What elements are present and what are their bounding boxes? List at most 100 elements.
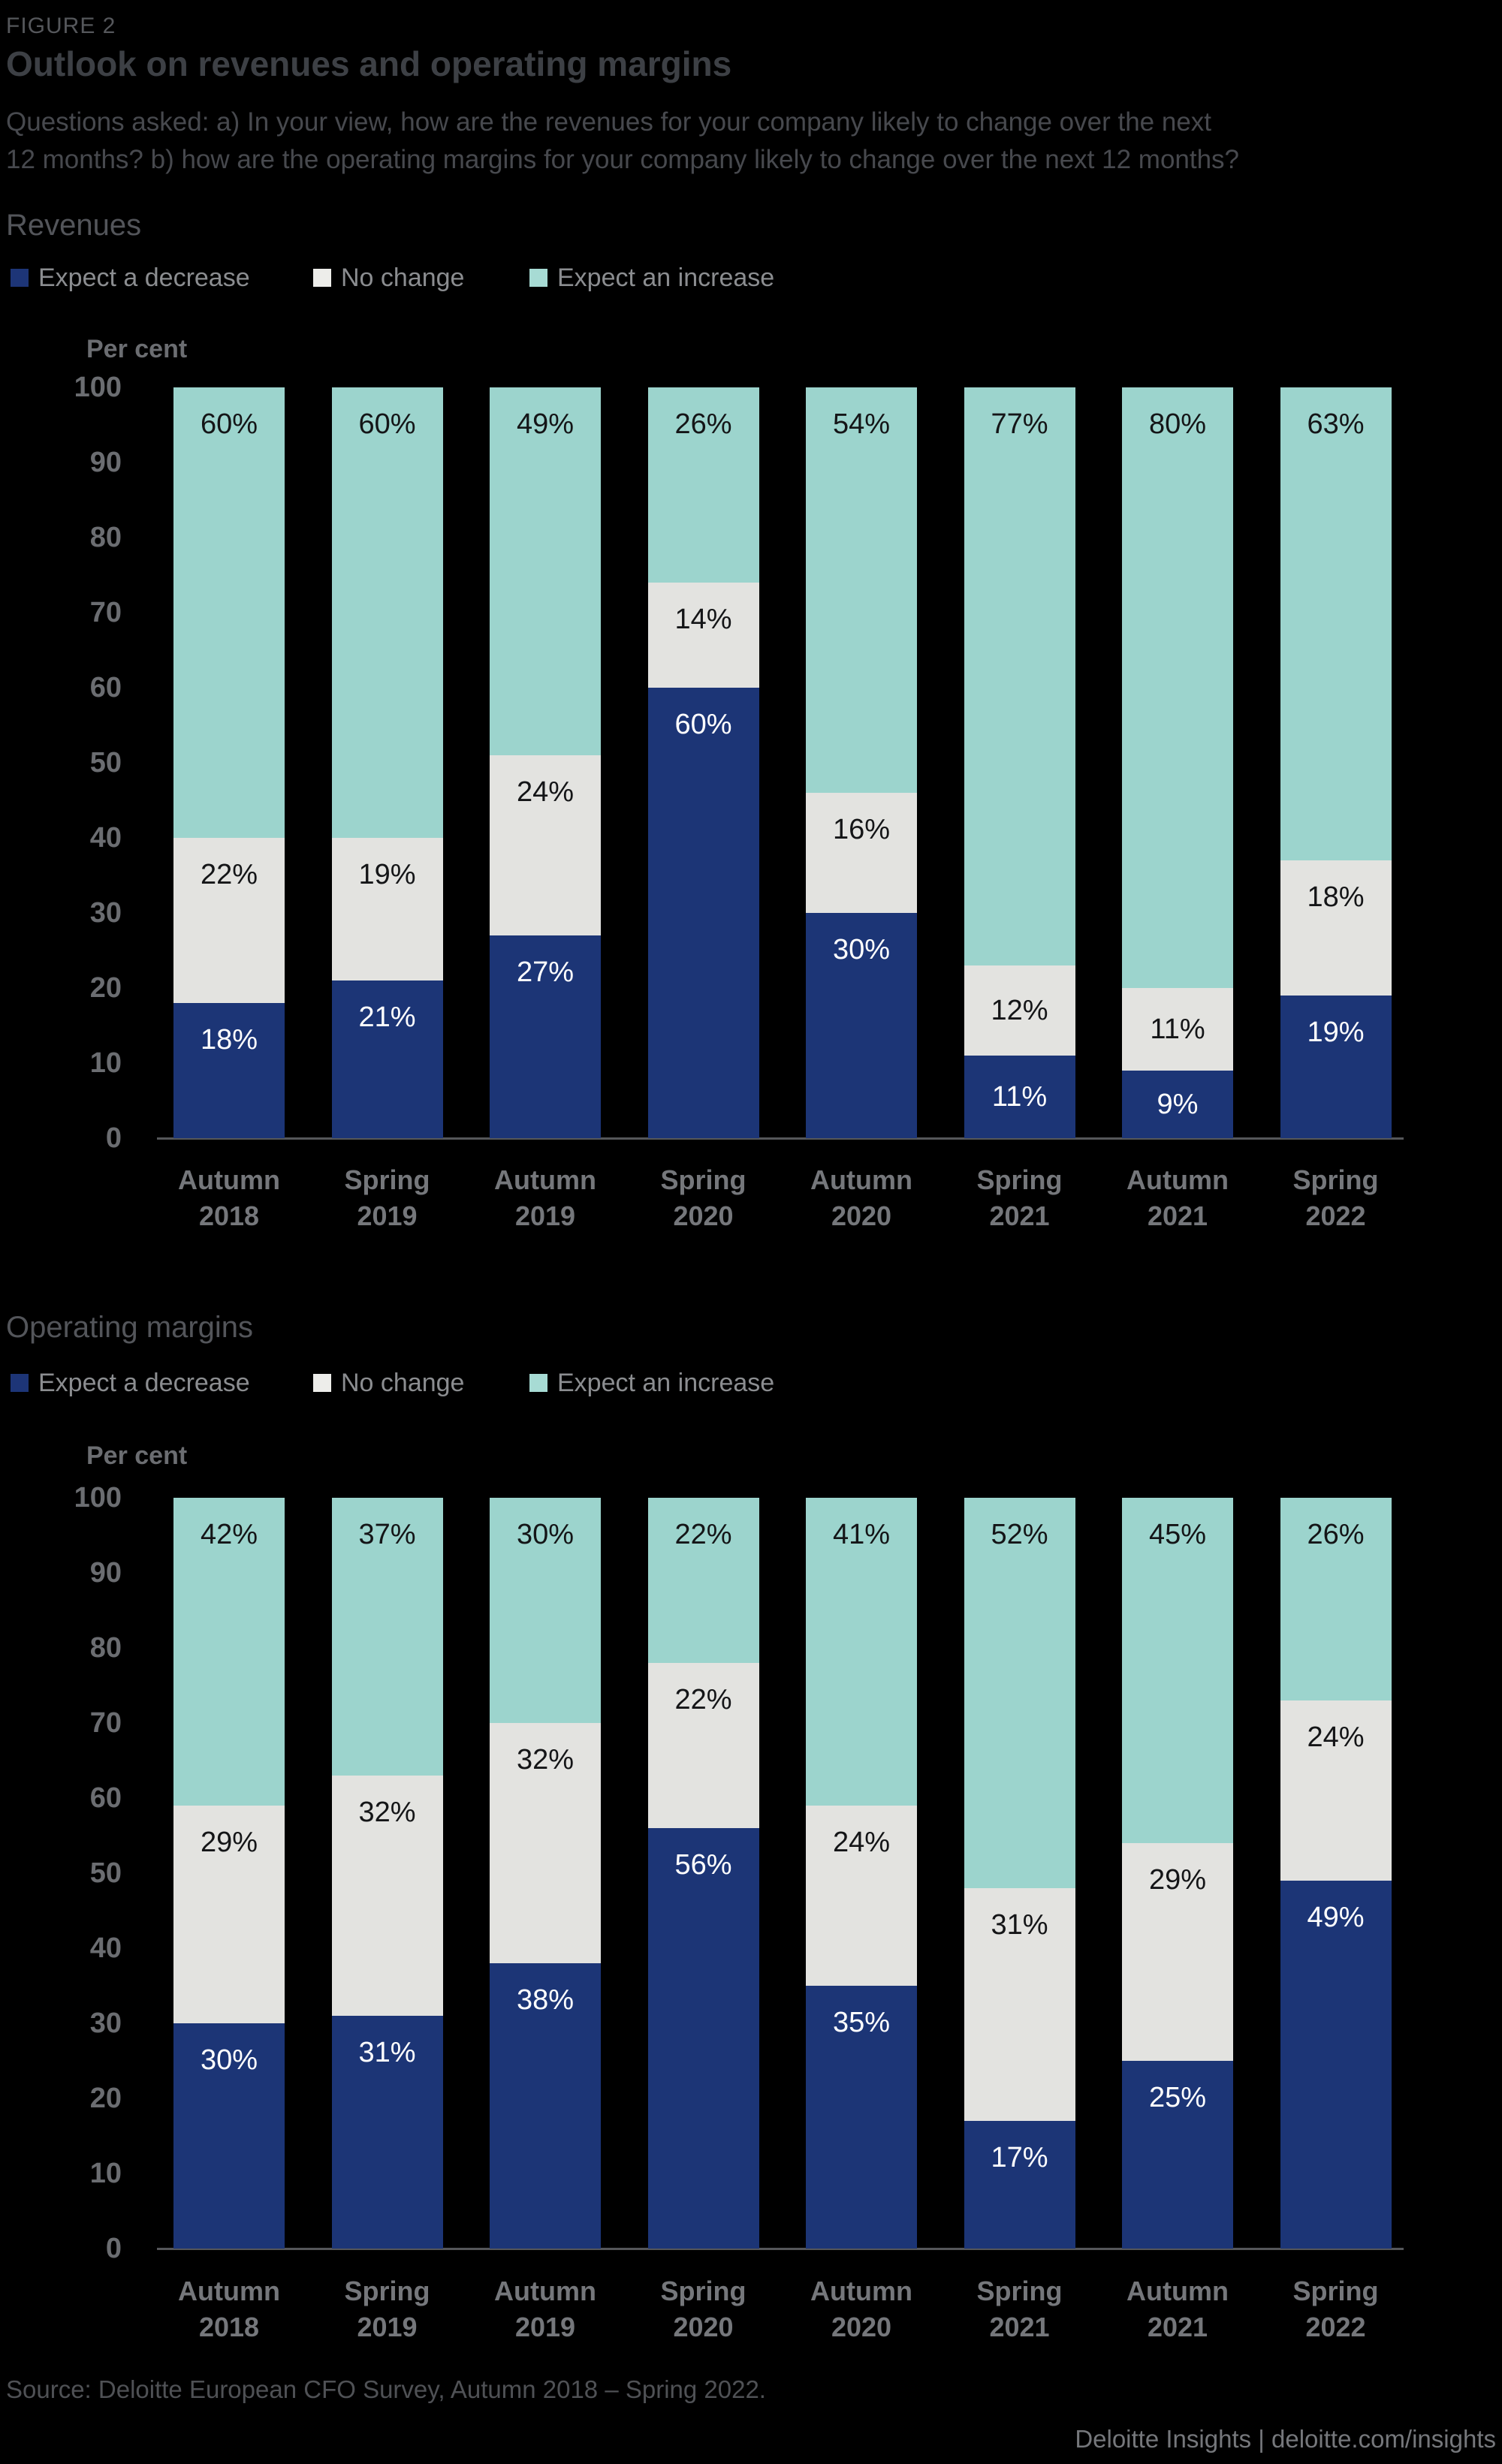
y-axis-label: Per cent: [86, 1441, 188, 1470]
bar-value-label: 26%: [674, 408, 732, 440]
bar-value-label: 22%: [674, 1684, 732, 1715]
x-category-label: Spring 2019: [309, 2273, 466, 2345]
x-category-year: 2019: [357, 2312, 418, 2342]
x-category-year: 2018: [198, 1200, 260, 1231]
bar-value-label: 56%: [674, 1849, 732, 1881]
bar-segment-no-change: [647, 583, 759, 688]
legend-item: Expect an increase: [529, 1368, 774, 1398]
bar-value-label: 29%: [1148, 1864, 1207, 1896]
bar-value-label: 54%: [832, 408, 891, 440]
bar-segment-no-change: [1122, 988, 1233, 1071]
bar-segment-decrease: [964, 2121, 1075, 2249]
legend-item-label: Expect a decrease: [38, 263, 250, 292]
figure-label: FIGURE 2: [6, 14, 116, 38]
bar-value-label: 63%: [1307, 408, 1365, 440]
bar-value-label: 21%: [358, 1002, 416, 1033]
bar-value-label: 52%: [991, 1519, 1048, 1550]
x-category-year: 2021: [989, 2312, 1050, 2342]
y-tick-label: 90: [89, 1557, 122, 1589]
x-category-label: Autumn 2018: [150, 2273, 308, 2345]
y-tick-label: 20: [89, 972, 122, 1004]
bar-segment-no-change: [806, 1806, 917, 1986]
bar-segment-no-change: [331, 838, 443, 980]
legend-swatch: [529, 269, 547, 287]
bar-segment-increase: [964, 1498, 1075, 1888]
y-tick-label: 40: [89, 822, 122, 854]
x-category-label: Spring 2020: [625, 2273, 783, 2345]
x-category-year: 2022: [1305, 1200, 1366, 1231]
bar-value-label: 22%: [200, 859, 258, 890]
bar-segment-no-change: [173, 1806, 285, 2023]
y-tick-label: 10: [89, 2158, 122, 2189]
bar-value-label: 18%: [200, 1024, 258, 1056]
bar-segment-decrease: [173, 1003, 285, 1138]
bar-segment-increase: [331, 1498, 443, 1776]
bar-segment-decrease: [806, 913, 917, 1138]
y-tick-label: 100: [74, 1482, 122, 1514]
bar-segment-increase: [1122, 1498, 1233, 1843]
bar-segment-increase: [490, 387, 601, 755]
x-category-season: Autumn: [1126, 2276, 1229, 2306]
bar-segment-decrease: [490, 1963, 601, 2249]
bar-segment-decrease: [173, 2023, 285, 2249]
x-category-season: Spring: [660, 2276, 746, 2306]
x-category-season: Spring: [1292, 1164, 1379, 1195]
y-tick-label: 90: [89, 447, 122, 478]
legend: Expect a decrease No change Expect an incr…: [0, 1368, 1502, 1398]
bar-value-label: 29%: [200, 1827, 258, 1858]
bar-value-label: 19%: [1307, 1017, 1365, 1048]
x-category-year: 2020: [673, 2312, 734, 2342]
bar-segment-no-change: [964, 1888, 1075, 2121]
legend-swatch: [313, 269, 331, 287]
bar-segment-no-change: [331, 1776, 443, 2016]
x-category-season: Spring: [1292, 2276, 1379, 2306]
bar-value-label: 19%: [358, 859, 416, 890]
bar-segment-decrease: [647, 688, 759, 1138]
legend-item-label: Expect an increase: [557, 263, 775, 292]
x-category-label: Autumn 2019: [466, 1162, 624, 1234]
x-category-season: Autumn: [178, 2276, 280, 2306]
legend-item-label: Expect a decrease: [38, 1368, 250, 1397]
bar-segment-decrease: [1122, 1071, 1233, 1138]
bar-segment-increase: [173, 1498, 285, 1806]
bar-value-label: 9%: [1157, 1089, 1199, 1120]
section-title: Revenues: [6, 209, 142, 242]
bar-segment-no-change: [964, 965, 1075, 1056]
bar-value-label: 30%: [516, 1519, 575, 1550]
bar-segment-increase: [173, 387, 285, 838]
x-category-season: Autumn: [810, 1164, 912, 1195]
x-category-season: Spring: [660, 1164, 746, 1195]
y-tick-label: 0: [105, 2233, 122, 2264]
y-axis-label: Per cent: [86, 335, 188, 363]
bar-segment-no-change: [1280, 1700, 1392, 1881]
x-category-season: Autumn: [494, 2276, 596, 2306]
legend-swatch: [529, 1374, 547, 1392]
bar-value-label: 24%: [1307, 1721, 1365, 1753]
x-category-label: Autumn 2019: [466, 2273, 624, 2345]
bar-value-label: 14%: [674, 604, 732, 635]
y-tick-label: 0: [105, 1122, 122, 1154]
bar-value-label: 60%: [358, 408, 416, 440]
bar-segment-no-change: [490, 1723, 601, 1963]
bar-segment-decrease: [1122, 2061, 1233, 2249]
bar-segment-increase: [806, 1498, 917, 1806]
page-title: Outlook on revenues and operating margin…: [6, 44, 732, 83]
y-tick-label: 100: [74, 372, 122, 403]
bar-segment-decrease: [1280, 1881, 1392, 2249]
bar-segment-no-change: [1280, 860, 1392, 996]
y-tick-label: 40: [89, 1932, 122, 1964]
x-category-year: 2019: [357, 1200, 418, 1231]
bar-value-label: 45%: [1148, 1519, 1207, 1550]
bar-segment-no-change: [806, 793, 917, 913]
x-category-year: 2022: [1305, 2312, 1366, 2342]
subtitle-line-2: 12 months? b) how are the operating marg…: [6, 145, 1240, 174]
bar-value-label: 32%: [516, 1744, 575, 1776]
bar-segment-increase: [331, 387, 443, 838]
x-category-year: 2020: [831, 1200, 892, 1231]
bar-segment-decrease: [647, 1828, 759, 2249]
bar-value-label: 60%: [674, 709, 732, 740]
bar-value-label: 31%: [358, 2037, 416, 2068]
x-axis-line: [157, 2248, 1404, 2250]
y-tick-label: 50: [89, 1857, 122, 1889]
